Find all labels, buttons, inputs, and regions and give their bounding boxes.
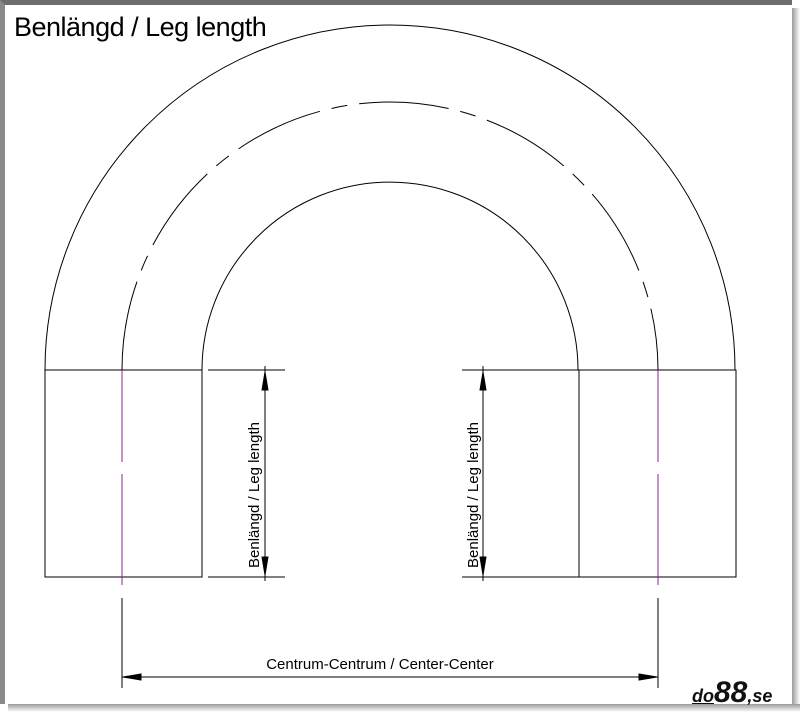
outer-arc <box>44 24 736 371</box>
diagram-title: Benlängd / Leg length <box>14 12 267 42</box>
logo-part: 88 <box>714 676 748 709</box>
inner-arc <box>201 181 579 371</box>
frame-shadow-right <box>792 8 800 712</box>
arrow-head <box>638 673 658 681</box>
image-frame <box>0 0 792 704</box>
logo-part: ,se <box>747 686 773 706</box>
arrow-head <box>479 556 487 576</box>
logo-part: do <box>692 686 714 706</box>
frame-shadow-bottom <box>8 704 800 712</box>
leg-length-label-left: Benlängd / Leg length <box>246 422 263 568</box>
arrow-head <box>261 371 269 391</box>
center-center-label: Centrum-Centrum / Center-Center <box>266 656 494 673</box>
leg-length-label-right: Benlängd / Leg length <box>465 422 482 568</box>
centerline-arc <box>121 101 659 371</box>
left-leg <box>44 369 203 578</box>
arrow-head <box>122 673 142 681</box>
do88-logo: do88,se <box>692 676 772 710</box>
arrow-head <box>261 556 269 576</box>
arrow-head <box>479 371 487 391</box>
